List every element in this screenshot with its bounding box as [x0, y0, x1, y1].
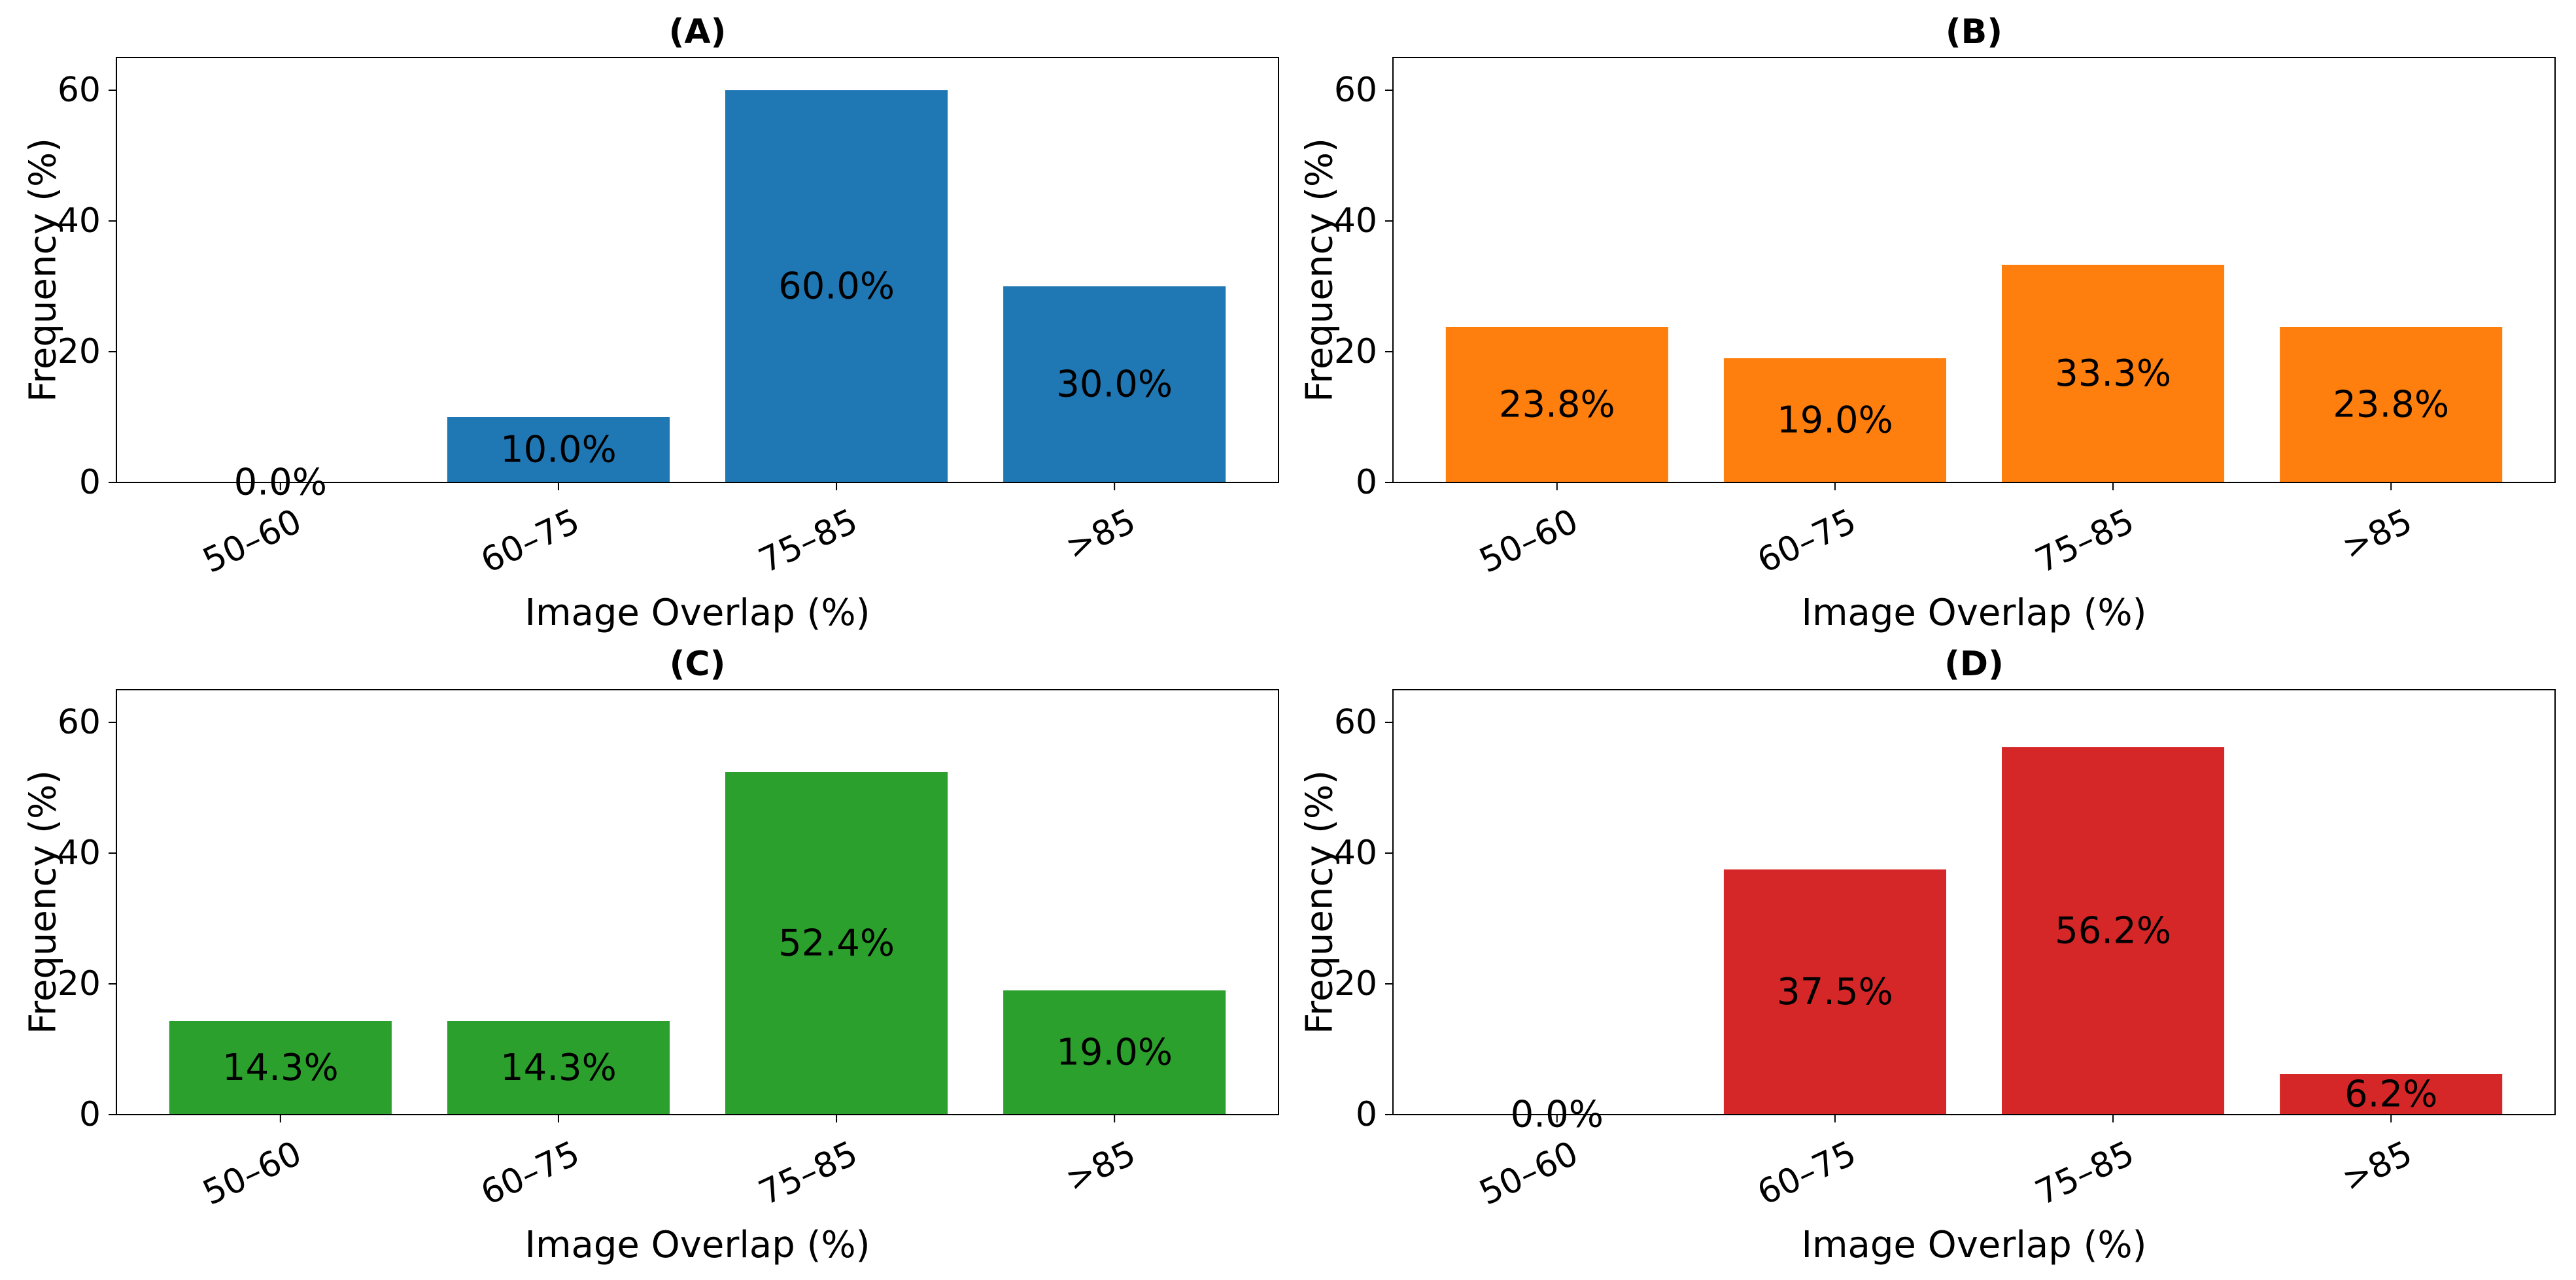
ytick-label-c-3: 60	[58, 703, 101, 742]
data-label-d-3: 6.2%	[2344, 1073, 2437, 1116]
data-label-b-0: 23.8%	[1499, 384, 1615, 426]
bar-b-0	[1445, 327, 1668, 482]
data-label-b-3: 23.8%	[2333, 384, 2449, 426]
bar-c-0	[169, 1021, 392, 1115]
bar-d-2	[2002, 747, 2225, 1115]
ytick-label-c-2: 40	[58, 834, 101, 873]
panel-title-b: (B)	[1946, 12, 2002, 52]
y-axis-label-d: Frequency (%)	[1299, 770, 1341, 1034]
ytick-label-b-3: 60	[1334, 71, 1377, 110]
panel-title-a: (A)	[669, 12, 727, 52]
ytick-label-a-2: 40	[58, 201, 101, 241]
axes-frame-d	[1392, 689, 2556, 1115]
ytick-label-d-3: 60	[1334, 703, 1377, 742]
data-label-c-3: 19.0%	[1056, 1032, 1173, 1074]
ytick-label-d-1: 20	[1334, 964, 1377, 1003]
x-axis-label-c: Image Overlap (%)	[524, 1224, 870, 1266]
ytick-label-b-1: 20	[1334, 332, 1377, 371]
bar-d-3	[2280, 1074, 2503, 1115]
data-label-c-0: 14.3%	[222, 1047, 339, 1089]
data-label-a-1: 10.0%	[500, 429, 617, 471]
ytick-label-d-2: 40	[1334, 834, 1377, 873]
data-label-c-2: 52.4%	[778, 922, 895, 965]
data-label-a-2: 60.0%	[778, 265, 895, 308]
data-label-c-1: 14.3%	[500, 1047, 617, 1089]
bar-c-1	[447, 1021, 670, 1115]
data-label-b-2: 33.3%	[2055, 352, 2171, 395]
bar-c-2	[725, 772, 948, 1115]
data-label-d-2: 56.2%	[2055, 910, 2171, 952]
bar-b-2	[2002, 265, 2225, 482]
y-axis-label-b: Frequency (%)	[1299, 138, 1341, 402]
bar-d-1	[1723, 869, 1946, 1115]
bar-b-1	[1723, 358, 1946, 482]
ytick-label-d-0: 0	[1356, 1095, 1377, 1134]
data-label-a-3: 30.0%	[1056, 363, 1173, 406]
panel-title-c: (C)	[670, 645, 726, 684]
y-axis-label-c: Frequency (%)	[22, 770, 65, 1034]
data-label-b-1: 19.0%	[1777, 399, 1893, 442]
ytick-label-a-1: 20	[58, 332, 101, 371]
ytick-label-a-3: 60	[58, 71, 101, 110]
x-axis-label-b: Image Overlap (%)	[1801, 592, 2146, 634]
bar-a-3	[1003, 286, 1226, 482]
bar-c-3	[1003, 990, 1226, 1115]
panel-title-d: (D)	[1944, 645, 2004, 684]
ytick-label-c-1: 20	[58, 964, 101, 1003]
ytick-label-b-0: 0	[1356, 463, 1377, 502]
axes-frame-c	[116, 689, 1279, 1115]
bar-a-1	[447, 417, 670, 482]
axes-frame-b	[1392, 57, 2556, 483]
data-label-d-1: 37.5%	[1777, 971, 1893, 1013]
bar-b-3	[2280, 327, 2503, 482]
axes-frame-a	[116, 57, 1279, 483]
ytick-label-c-0: 0	[79, 1095, 101, 1134]
bar-a-2	[725, 90, 948, 482]
ytick-label-b-2: 40	[1334, 201, 1377, 241]
ytick-label-a-0: 0	[79, 463, 101, 502]
y-axis-label-a: Frequency (%)	[22, 138, 65, 402]
x-axis-label-a: Image Overlap (%)	[524, 592, 870, 634]
x-axis-label-d: Image Overlap (%)	[1801, 1224, 2146, 1266]
